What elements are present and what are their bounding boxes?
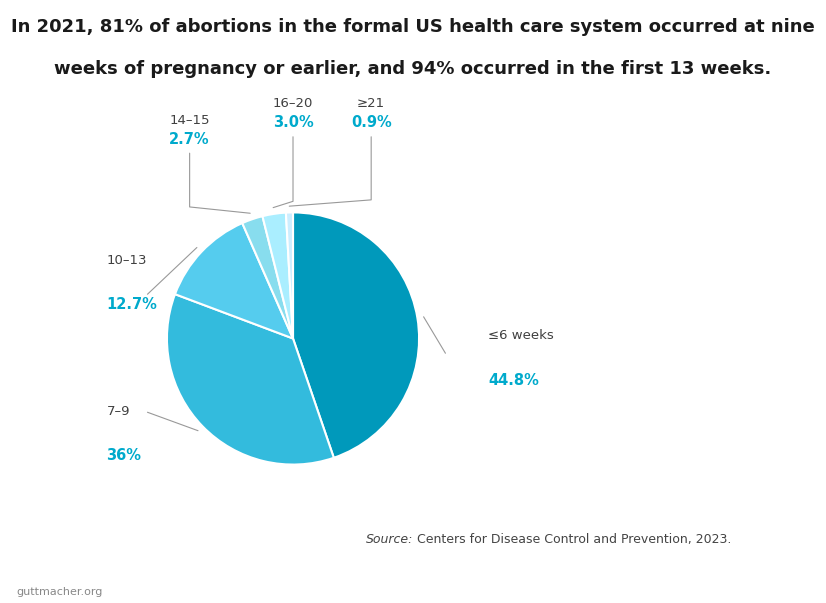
Text: 44.8%: 44.8% bbox=[488, 373, 539, 388]
Text: In 2021, 81% of abortions in the formal US health care system occurred at nine: In 2021, 81% of abortions in the formal … bbox=[11, 18, 815, 36]
Text: 7–9: 7–9 bbox=[107, 405, 130, 418]
Text: 3.0%: 3.0% bbox=[273, 116, 313, 130]
Text: 0.9%: 0.9% bbox=[351, 116, 392, 130]
Text: guttmacher.org: guttmacher.org bbox=[17, 587, 103, 597]
Wedge shape bbox=[293, 212, 419, 458]
Text: 16–20: 16–20 bbox=[273, 97, 313, 110]
Text: Source:: Source: bbox=[366, 532, 413, 546]
Text: Centers for Disease Control and Prevention, 2023.: Centers for Disease Control and Preventi… bbox=[413, 532, 731, 546]
Text: ≤6 weeks: ≤6 weeks bbox=[488, 329, 554, 343]
Text: 14–15: 14–15 bbox=[169, 114, 210, 127]
Wedge shape bbox=[263, 213, 293, 338]
Text: 36%: 36% bbox=[107, 448, 141, 463]
Text: weeks of pregnancy or earlier, and 94% occurred in the first 13 weeks.: weeks of pregnancy or earlier, and 94% o… bbox=[55, 60, 771, 78]
Wedge shape bbox=[242, 216, 293, 338]
Wedge shape bbox=[286, 212, 293, 338]
Text: ≥21: ≥21 bbox=[357, 97, 385, 110]
Text: 12.7%: 12.7% bbox=[107, 297, 157, 312]
Wedge shape bbox=[167, 294, 334, 464]
Text: 10–13: 10–13 bbox=[107, 254, 147, 267]
Text: 2.7%: 2.7% bbox=[169, 132, 210, 147]
Wedge shape bbox=[175, 223, 293, 338]
